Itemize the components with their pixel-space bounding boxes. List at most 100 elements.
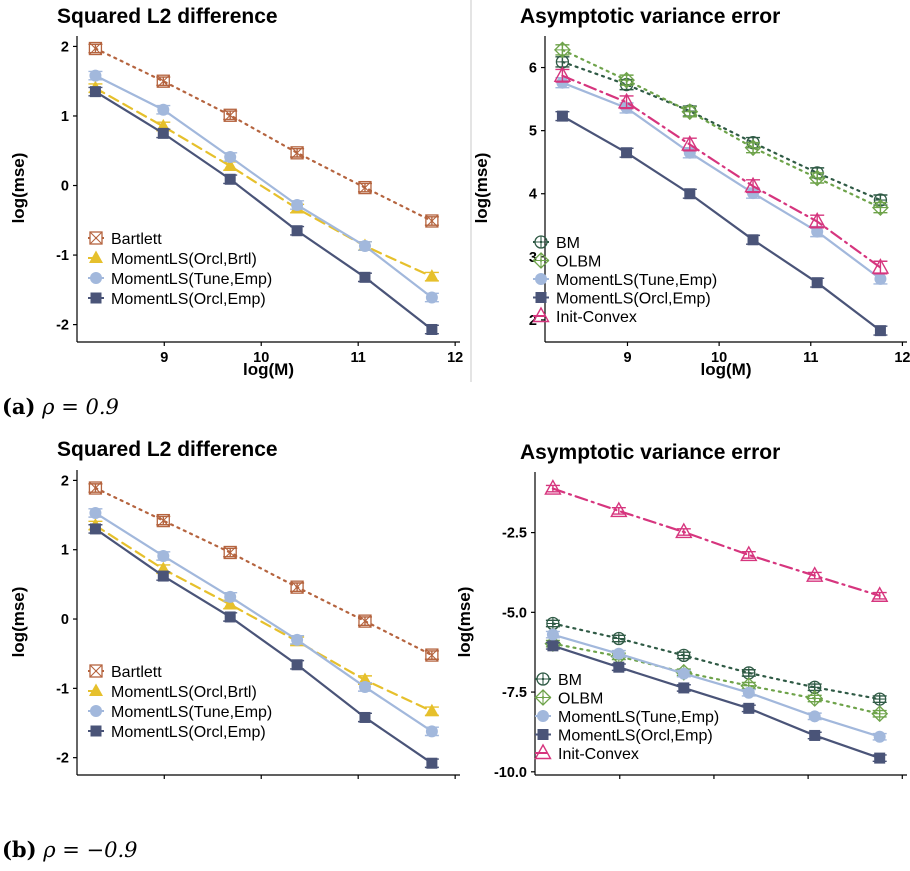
caption-a-math: ρ = 0.9 <box>42 395 119 419</box>
data-point <box>291 225 303 237</box>
data-point-cross <box>156 514 170 527</box>
data-point <box>358 680 371 693</box>
x-tick-label: 12 <box>894 350 910 366</box>
x-tick-label: 9 <box>623 350 631 366</box>
series-line <box>94 524 433 713</box>
data-point-cross <box>872 200 888 216</box>
data-point <box>358 180 372 195</box>
data-point-cross <box>807 690 823 706</box>
y-tick-label: 0 <box>61 179 69 195</box>
data-point <box>874 752 886 764</box>
series-line <box>94 74 433 299</box>
data-point <box>544 479 562 495</box>
legend-entry: OLBM <box>558 691 603 708</box>
data-point <box>425 725 438 738</box>
data-point <box>677 667 690 680</box>
series-2 <box>553 41 889 217</box>
legend-key-marker <box>89 231 103 245</box>
data-point <box>224 590 237 603</box>
data-point <box>873 730 886 743</box>
data-point <box>681 135 699 151</box>
y-tick-label: 6 <box>529 61 537 77</box>
data-point-cross <box>223 546 237 559</box>
data-point-cross <box>290 146 304 160</box>
data-point <box>89 523 101 535</box>
series-line <box>94 486 433 657</box>
data-point <box>808 212 826 228</box>
data-point <box>425 291 438 304</box>
y-tick-label: -7.5 <box>502 685 527 701</box>
error-bar <box>810 214 825 229</box>
legend: Bartlett MomentLS(Orcl,Brtl) MomentLS(Tune… <box>88 664 272 741</box>
series-line <box>561 60 882 202</box>
x-tick-label: 10 <box>253 350 269 366</box>
data-point-cross <box>546 617 559 630</box>
data-point-cross <box>554 42 570 58</box>
series-line <box>551 622 881 701</box>
legend-key-marker <box>535 292 547 303</box>
data-point <box>358 240 371 253</box>
data-point <box>546 628 559 641</box>
y-tick-label: -2 <box>56 751 69 767</box>
chart-panel-4: Asymptotic variance error -10.0 -7.5 -5.0 -2… <box>455 441 907 780</box>
data-point-cross <box>156 74 170 88</box>
data-point-cross <box>612 632 625 645</box>
data-point <box>621 147 633 159</box>
data-point <box>359 711 371 723</box>
data-point <box>874 325 886 337</box>
series-3 <box>88 69 439 304</box>
series-line <box>94 527 433 765</box>
series-4 <box>545 640 887 764</box>
data-point <box>610 501 628 518</box>
data-point <box>88 41 103 56</box>
chart-panel-3: Squared L2 difference-2-1012910111log(M)… <box>9 438 460 779</box>
caption-b: (b) ρ = −0.9 <box>2 837 138 862</box>
legend-entry: BM <box>558 672 582 689</box>
legend-entry: MomentLS(Tune,Emp) <box>111 271 272 288</box>
legend-entry: MomentLS(Tune,Emp) <box>111 704 272 721</box>
data-point <box>223 545 237 560</box>
legend-key-marker <box>90 725 102 737</box>
series-3 <box>88 506 439 738</box>
x-axis-title: log(M) <box>701 360 752 379</box>
data-point <box>808 710 821 723</box>
data-point-cross <box>89 481 102 495</box>
legend-entry: Bartlett <box>111 231 162 248</box>
caption-b-math: ρ = −0.9 <box>43 838 138 862</box>
series-line <box>561 115 882 332</box>
error-bar <box>807 571 822 580</box>
series-1 <box>545 616 887 706</box>
series-1 <box>555 55 888 207</box>
legend-key-marker <box>537 729 549 740</box>
data-point-cross <box>619 72 635 88</box>
series-line <box>551 642 881 715</box>
legend: Bartlett MomentLS(Orcl,Brtl) MomentLS(Tune… <box>88 231 272 308</box>
data-point <box>744 176 762 193</box>
y-tick-label: 4 <box>529 187 537 203</box>
legend-entry: Init-Convex <box>558 746 639 763</box>
y-tick-label: 0 <box>61 612 69 628</box>
data-point <box>613 661 625 673</box>
data-point-cross <box>358 181 372 194</box>
data-point <box>612 647 625 660</box>
data-point <box>424 703 439 717</box>
data-point <box>224 611 236 623</box>
chart-panel-2: Asymptotic variance error 2 3 4 5 6 9 10 11 12 log… <box>472 5 910 379</box>
data-point <box>675 522 693 539</box>
series-line <box>551 644 881 760</box>
legend-key-marker-cross <box>537 673 549 685</box>
series-1 <box>88 41 439 228</box>
x-axis-title: log(M) <box>243 360 294 379</box>
chart-title: Squared L2 difference <box>57 5 278 28</box>
x-tick-label: 12 <box>447 350 463 366</box>
legend-key-marker <box>90 705 102 717</box>
error-bar <box>545 484 560 493</box>
data-point-cross <box>358 614 372 628</box>
data-point <box>617 92 636 109</box>
data-point <box>740 545 758 562</box>
data-point <box>811 277 823 289</box>
data-point-cross <box>290 580 304 594</box>
y-tick-label: -1 <box>56 681 69 697</box>
data-point <box>89 69 102 82</box>
